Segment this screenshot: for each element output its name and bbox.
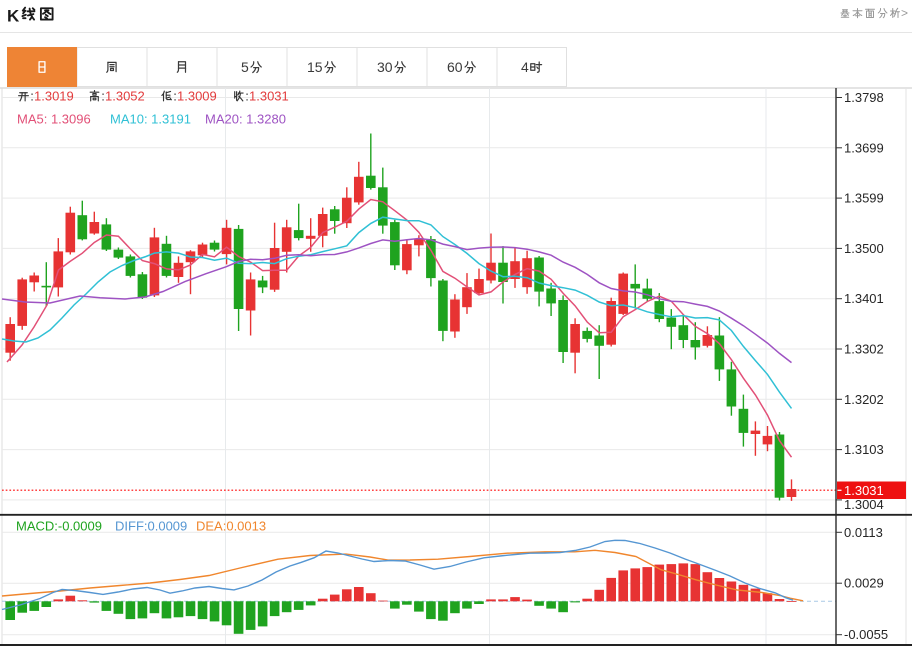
svg-text:60: 60 — [447, 59, 463, 75]
svg-text:1.3009: 1.3009 — [177, 89, 217, 104]
svg-text:K: K — [7, 7, 20, 26]
svg-text:15: 15 — [307, 59, 323, 75]
svg-text:MACD:-0.0009: MACD:-0.0009 — [16, 519, 102, 534]
svg-text:5: 5 — [241, 59, 249, 75]
svg-text:>: > — [901, 6, 908, 20]
svg-text:1.3202: 1.3202 — [844, 392, 884, 407]
svg-text::: : — [101, 89, 105, 104]
svg-text:1.3004: 1.3004 — [844, 497, 884, 512]
svg-text:DEA:0.0013: DEA:0.0013 — [196, 519, 266, 534]
svg-text:1.3052: 1.3052 — [105, 89, 145, 104]
svg-text:MA5: 1.3096: MA5: 1.3096 — [17, 112, 91, 127]
svg-text:30: 30 — [377, 59, 393, 75]
svg-text:1.3019: 1.3019 — [34, 89, 74, 104]
svg-text:1.3031: 1.3031 — [249, 89, 289, 104]
svg-text:1.3302: 1.3302 — [844, 342, 884, 357]
svg-text:1.3599: 1.3599 — [844, 191, 884, 206]
svg-text:-0.0055: -0.0055 — [844, 627, 888, 642]
svg-text::: : — [245, 89, 249, 104]
svg-text::: : — [30, 89, 34, 104]
svg-text:0.0113: 0.0113 — [844, 525, 883, 540]
svg-text:MA20: 1.3280: MA20: 1.3280 — [205, 112, 286, 127]
svg-text:1.3798: 1.3798 — [844, 90, 884, 105]
svg-text:0.0029: 0.0029 — [844, 576, 884, 591]
svg-text:DIFF:0.0009: DIFF:0.0009 — [115, 519, 187, 534]
svg-text:1.3103: 1.3103 — [844, 442, 884, 457]
svg-text:MA10: 1.3191: MA10: 1.3191 — [110, 112, 191, 127]
svg-text:1.3401: 1.3401 — [844, 291, 884, 306]
svg-text::: : — [173, 89, 177, 104]
svg-text:1.3031: 1.3031 — [844, 483, 884, 498]
svg-text:1.3699: 1.3699 — [844, 140, 884, 155]
svg-text:1.3500: 1.3500 — [844, 241, 884, 256]
svg-text:4: 4 — [521, 59, 529, 75]
